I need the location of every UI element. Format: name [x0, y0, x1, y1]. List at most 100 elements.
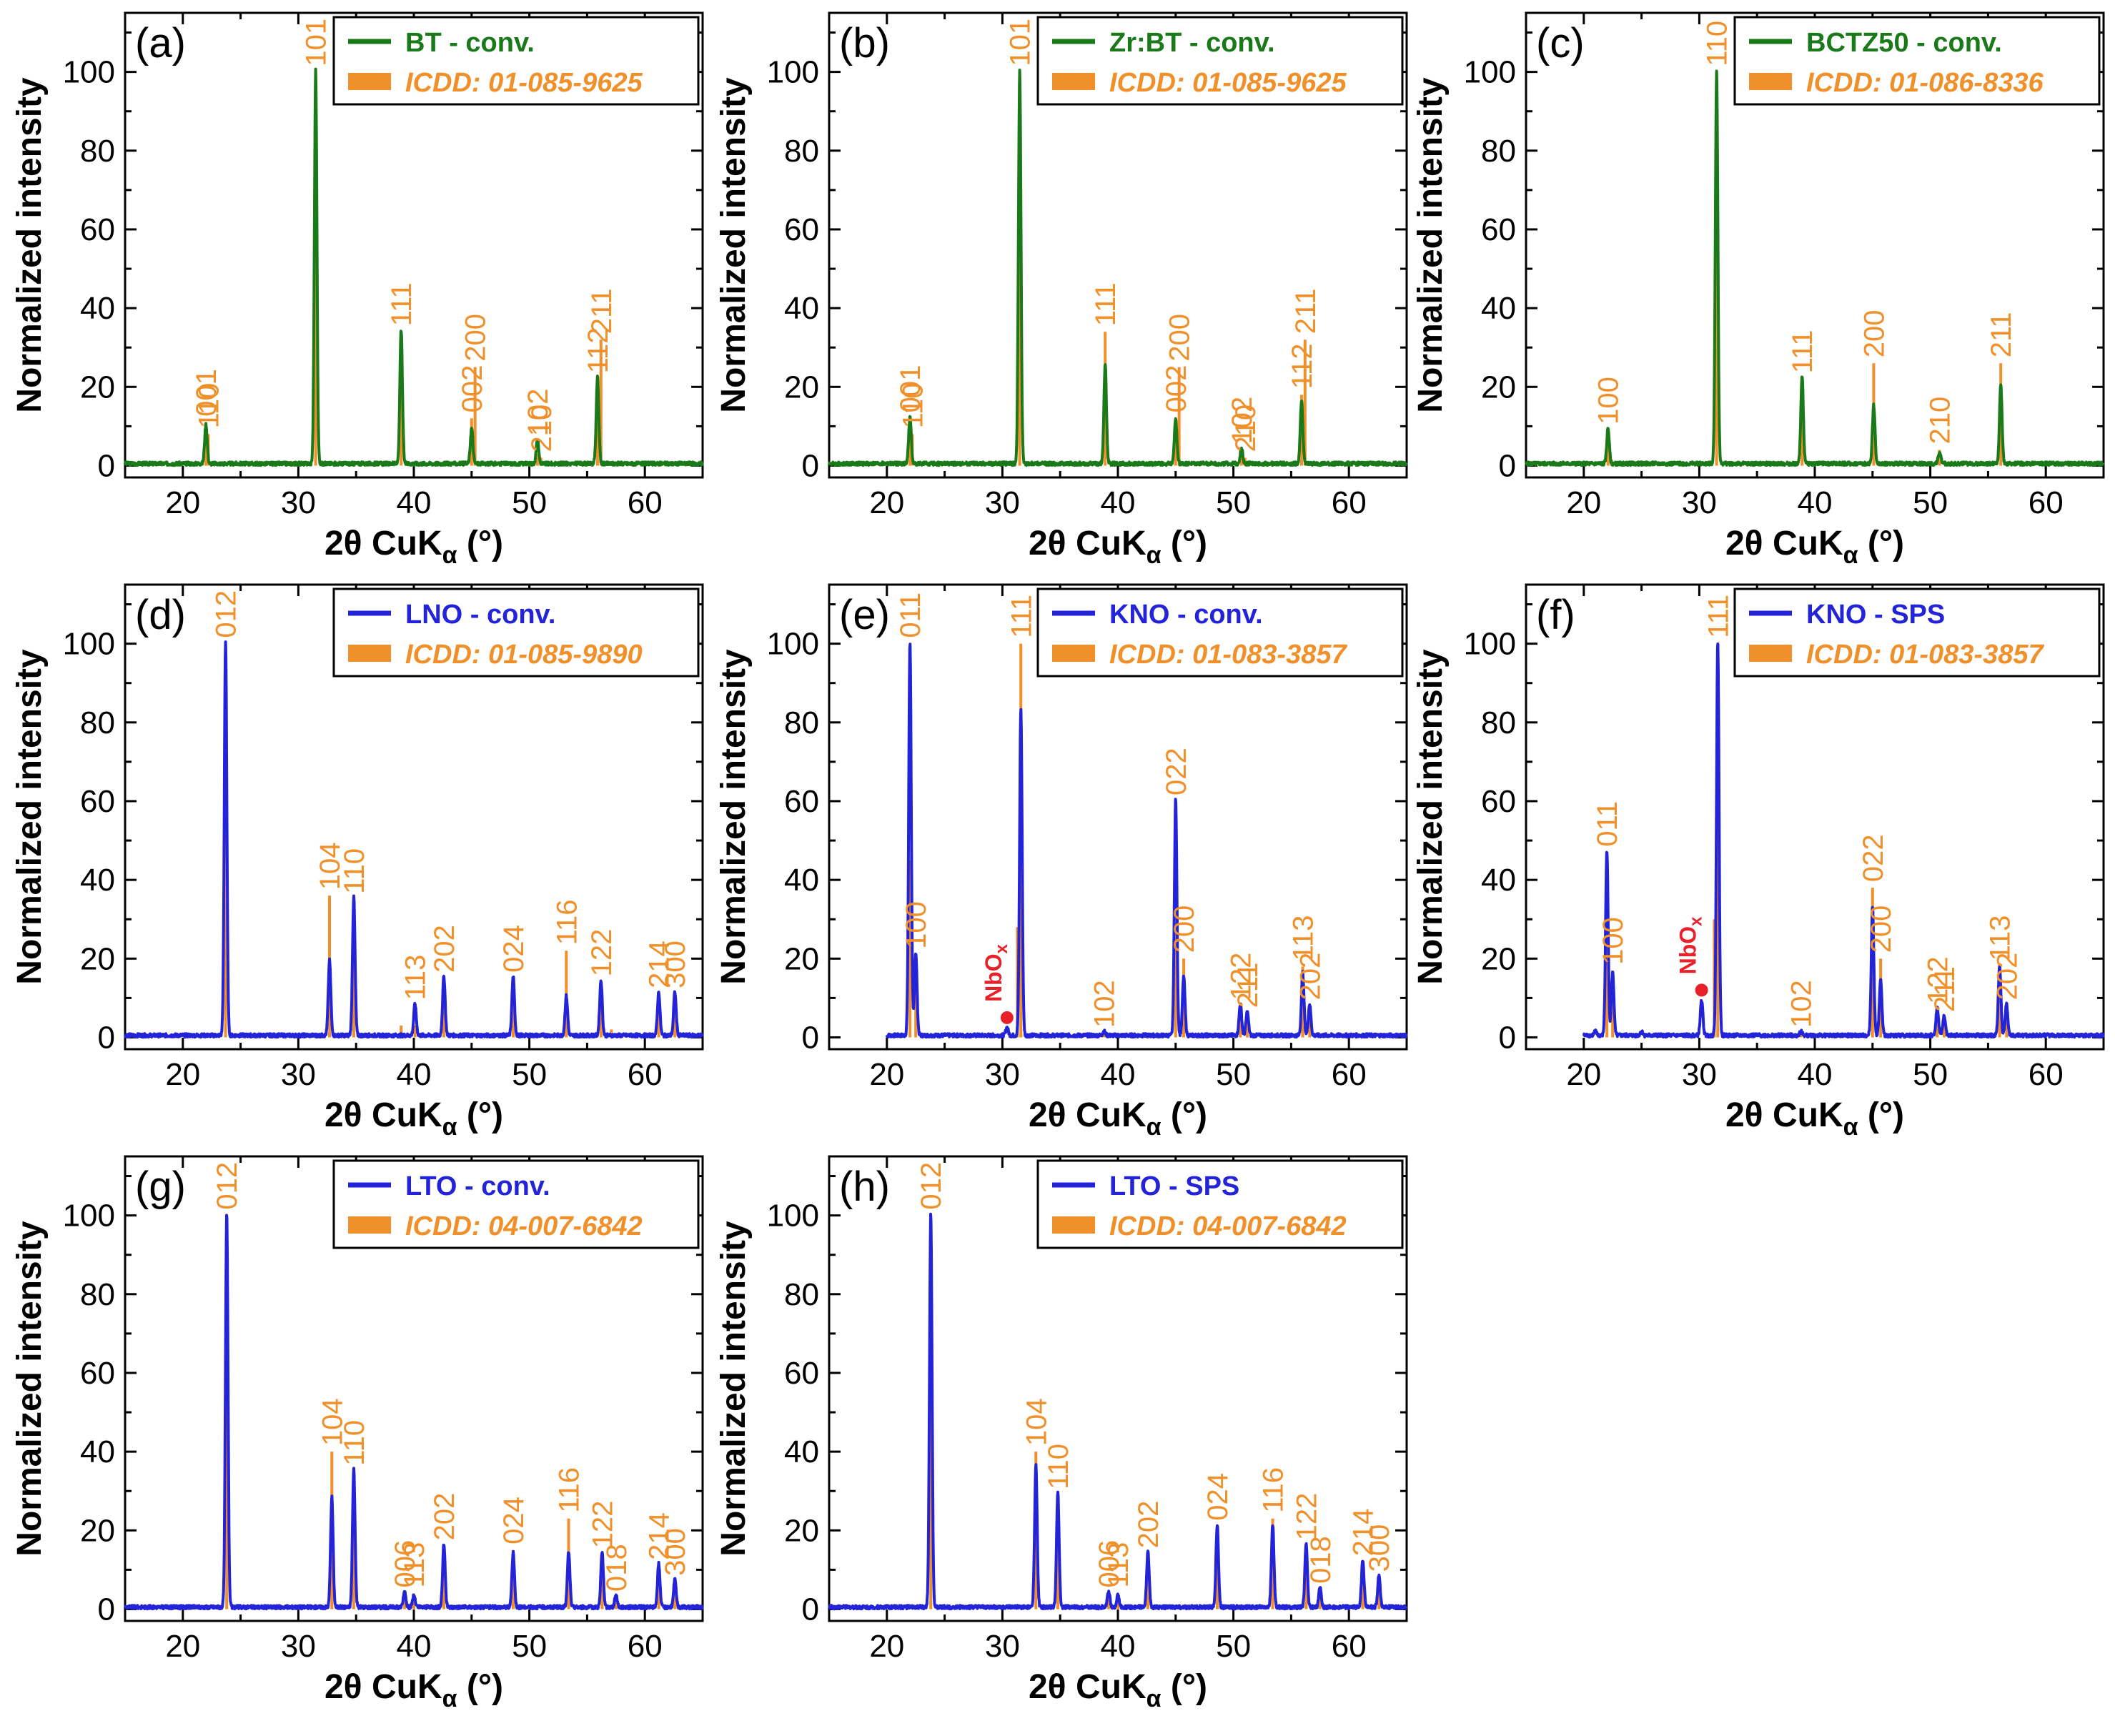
hkl-label: 122 — [1291, 1493, 1322, 1541]
hkl-label: 200 — [1169, 906, 1200, 953]
y-tick-label: 80 — [1481, 134, 1516, 169]
panel-label: (b) — [839, 20, 890, 66]
x-axis-title-subscript: α — [1146, 542, 1161, 569]
x-axis-title-main: 2θ CuK — [325, 1668, 442, 1706]
chart-panel-4: 20 30 40 50 60 0 20 40 60 80 100 2θ CuKα (°) Normali… — [11, 583, 704, 1141]
panel-label: (f) — [1536, 592, 1575, 638]
impurity-label-subscript: x — [992, 943, 1011, 953]
y-axis-title: Normalized intensity — [715, 77, 753, 413]
hkl-label: 012 — [211, 590, 242, 638]
hkl-label: 018 — [1305, 1536, 1337, 1584]
y-tick-label: 0 — [802, 448, 819, 483]
hkl-label: 024 — [1202, 1473, 1234, 1521]
x-axis-title-unit: (°) — [457, 1668, 504, 1706]
hkl-label: 104 — [1021, 1398, 1052, 1446]
hkl-label: 202 — [429, 1493, 460, 1541]
hkl-label: 024 — [498, 925, 530, 973]
hkl-label: 122 — [1922, 956, 1953, 1004]
measured-pattern-line — [828, 69, 1408, 467]
y-tick-label: 0 — [98, 1020, 115, 1055]
y-axis-title: Normalized intensity — [715, 649, 753, 985]
x-axis-title: 2θ CuKα (°) — [325, 525, 503, 569]
hkl-label: 202 — [1133, 1501, 1164, 1549]
hkl-label: 211 — [586, 288, 618, 334]
hkl-label: 110 — [897, 383, 928, 429]
hkl-label: 214 — [644, 941, 675, 988]
measured-pattern-line — [1525, 69, 2105, 467]
legend-reference-label: ICDD: 01-086-8336 — [1806, 68, 2044, 98]
y-tick-label: 40 — [80, 291, 115, 326]
legend-reference-label: ICDD: 01-085-9890 — [405, 640, 643, 670]
chart-panel-5: 20 30 40 50 60 0 20 40 60 80 100 2θ CuKα (°) Normali… — [715, 583, 1408, 1141]
y-tick-label: 20 — [1481, 941, 1516, 976]
y-tick-label: 40 — [784, 863, 819, 898]
x-tick-label: 50 — [1216, 1629, 1251, 1664]
hkl-label: 110 — [339, 848, 370, 894]
y-tick-label: 60 — [80, 1356, 115, 1391]
impurity-marker — [1695, 983, 1708, 997]
y-tick-label: 60 — [784, 784, 819, 819]
hkl-label: 202 — [429, 925, 460, 973]
measured-pattern-line — [124, 640, 704, 1039]
x-tick-label: 40 — [1798, 485, 1833, 520]
impurity-label-main: NbO — [1675, 926, 1701, 975]
y-tick-label: 0 — [1499, 1020, 1516, 1055]
chart-panel-8: 20 30 40 50 60 0 20 40 60 80 100 2θ CuKα (°) Normali… — [715, 1155, 1408, 1712]
panel-label: (a) — [135, 20, 186, 66]
x-tick-label: 40 — [1101, 1057, 1136, 1092]
x-axis-title: 2θ CuKα (°) — [325, 1096, 503, 1141]
hkl-label: 002 — [457, 365, 488, 413]
y-tick-label: 100 — [767, 627, 819, 662]
legend-box — [332, 1159, 700, 1249]
hkl-label: 012 — [212, 1162, 243, 1210]
x-axis-title-main: 2θ CuK — [1029, 1096, 1146, 1134]
y-tick-label: 100 — [1464, 627, 1516, 662]
x-tick-label: 50 — [1216, 485, 1251, 520]
panel-label: (h) — [839, 1164, 890, 1210]
y-tick-label: 20 — [80, 941, 115, 976]
hkl-label: 006 — [390, 1540, 421, 1588]
x-tick-label: 50 — [1216, 1057, 1251, 1092]
legend-series-label: BT - conv. — [405, 28, 535, 58]
hkl-label: 214 — [1348, 1509, 1380, 1557]
x-tick-label: 20 — [165, 1057, 200, 1092]
hkl-label: 122 — [586, 929, 618, 977]
x-tick-label: 60 — [628, 485, 663, 520]
hkl-label: 210 — [1925, 397, 1956, 445]
legend-series-label: LTO - conv. — [405, 1171, 550, 1201]
x-tick-label: 40 — [1101, 485, 1136, 520]
y-tick-label: 0 — [1499, 448, 1516, 483]
y-tick-label: 100 — [767, 1199, 819, 1234]
legend-reference-swatch — [348, 645, 391, 662]
legend-reference-label: ICDD: 04-007-6842 — [405, 1211, 643, 1241]
impurity-label-subscript: x — [1687, 916, 1706, 926]
x-tick-label: 40 — [1798, 1057, 1833, 1092]
x-axis-title-unit: (°) — [1858, 525, 1905, 562]
x-tick-label: 20 — [869, 485, 904, 520]
x-tick-label: 40 — [397, 485, 432, 520]
hkl-label: 200 — [1866, 906, 1897, 953]
x-tick-label: 20 — [165, 1629, 200, 1664]
y-tick-label: 60 — [80, 784, 115, 819]
y-axis-title: Normalized intensity — [11, 649, 49, 985]
legend-box — [1036, 587, 1404, 678]
x-tick-label: 50 — [512, 1057, 547, 1092]
hkl-label: 022 — [1161, 748, 1192, 795]
x-axis-title-subscript: α — [442, 1685, 457, 1712]
hkl-label: 113 — [1985, 916, 2016, 961]
hkl-label: 113 — [399, 1542, 430, 1588]
measured-pattern-line — [124, 1214, 704, 1611]
legend-box — [1036, 1159, 1404, 1249]
hkl-label: 110 — [1043, 1444, 1074, 1489]
y-tick-label: 20 — [80, 1513, 115, 1548]
x-axis-title-main: 2θ CuK — [1029, 525, 1146, 562]
hkl-label: 111 — [1703, 595, 1734, 638]
x-tick-label: 50 — [512, 485, 547, 520]
hkl-label: 200 — [1858, 310, 1890, 358]
legend-series-label: Zr:BT - conv. — [1109, 28, 1275, 58]
hkl-label: 100 — [1593, 377, 1625, 425]
legend-reference-swatch — [348, 1216, 391, 1234]
x-axis-title-main: 2θ CuK — [325, 1096, 442, 1134]
chart-panel-6: 20 30 40 50 60 0 20 40 60 80 100 2θ CuKα (°) Normali… — [1412, 583, 2105, 1141]
x-tick-label: 20 — [869, 1629, 904, 1664]
